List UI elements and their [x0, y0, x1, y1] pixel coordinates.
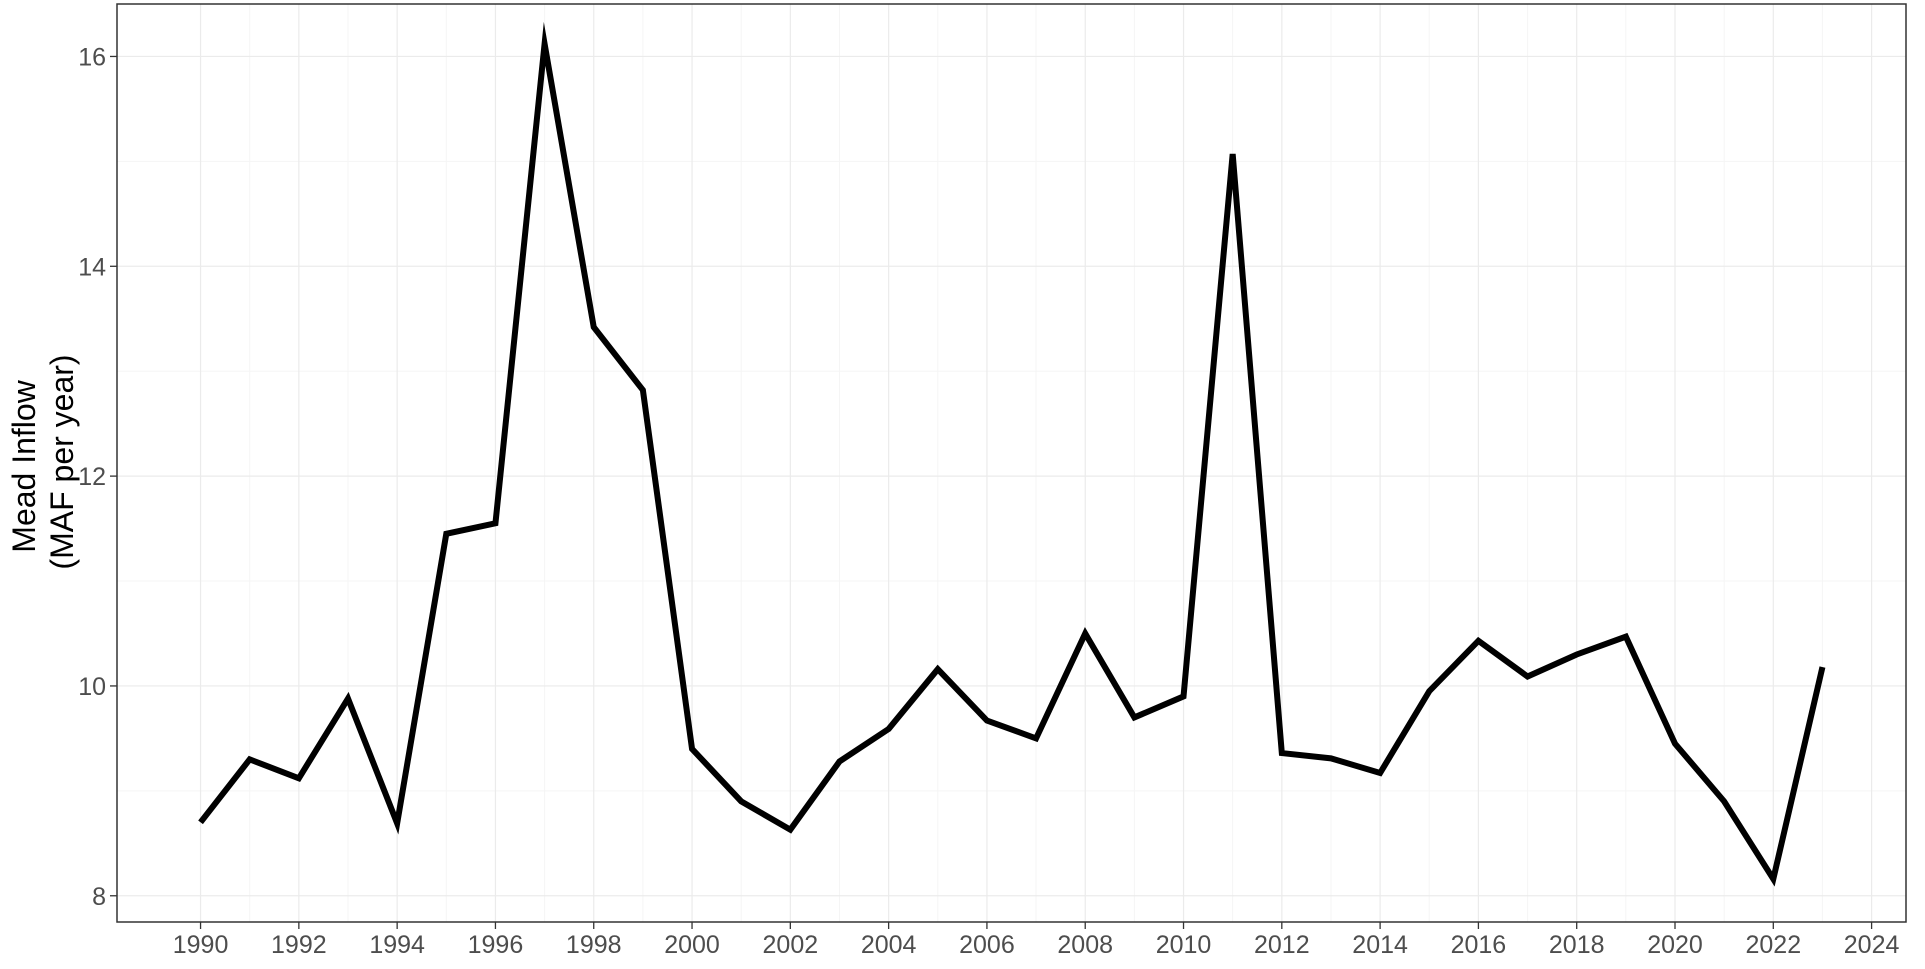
- y-tick-label: 10: [78, 673, 106, 701]
- y-axis: 8 10 12 14 16: [78, 43, 117, 911]
- y-axis-title-line-1: Mead Inflow: [6, 379, 42, 552]
- y-axis-title: Mead Inflow (MAF per year): [6, 354, 80, 569]
- x-tick-label: 2010: [1156, 931, 1212, 959]
- x-tick-label: 1990: [173, 931, 229, 959]
- series-line: [198, 21, 1826, 887]
- x-tick-label: 2014: [1352, 931, 1408, 959]
- x-axis: 1990 1992 1994 1996 1998 2000 2002 2004 2006 2008…: [173, 922, 1900, 959]
- x-tick-label: 2020: [1647, 931, 1703, 959]
- x-tick-label: 1992: [271, 931, 327, 959]
- x-tick-label: 2016: [1451, 931, 1507, 959]
- x-tick-label: 1994: [369, 931, 425, 959]
- x-tick-label: 2006: [959, 931, 1015, 959]
- x-tick-label: 1996: [468, 931, 524, 959]
- series-layer: [198, 21, 1826, 887]
- x-tick-label: 2000: [664, 931, 720, 959]
- x-tick-label: 2012: [1254, 931, 1310, 959]
- panel-border: [116, 3, 1907, 923]
- x-tick-label: 1998: [566, 931, 622, 959]
- x-tick-label: 2022: [1745, 931, 1801, 959]
- y-tick-label: 14: [78, 253, 106, 281]
- x-tick-label: 2008: [1057, 931, 1113, 959]
- x-tick-label: 2018: [1549, 931, 1605, 959]
- y-axis-title-line-2: (MAF per year): [44, 354, 80, 569]
- y-tick-label: 12: [78, 463, 106, 491]
- x-tick-label: 2024: [1844, 931, 1900, 959]
- y-tick-label: 16: [78, 43, 106, 71]
- y-tick-label: 8: [92, 883, 106, 911]
- x-tick-label: 2002: [763, 931, 819, 959]
- grid-major: [117, 4, 1906, 922]
- x-tick-label: 2004: [861, 931, 917, 959]
